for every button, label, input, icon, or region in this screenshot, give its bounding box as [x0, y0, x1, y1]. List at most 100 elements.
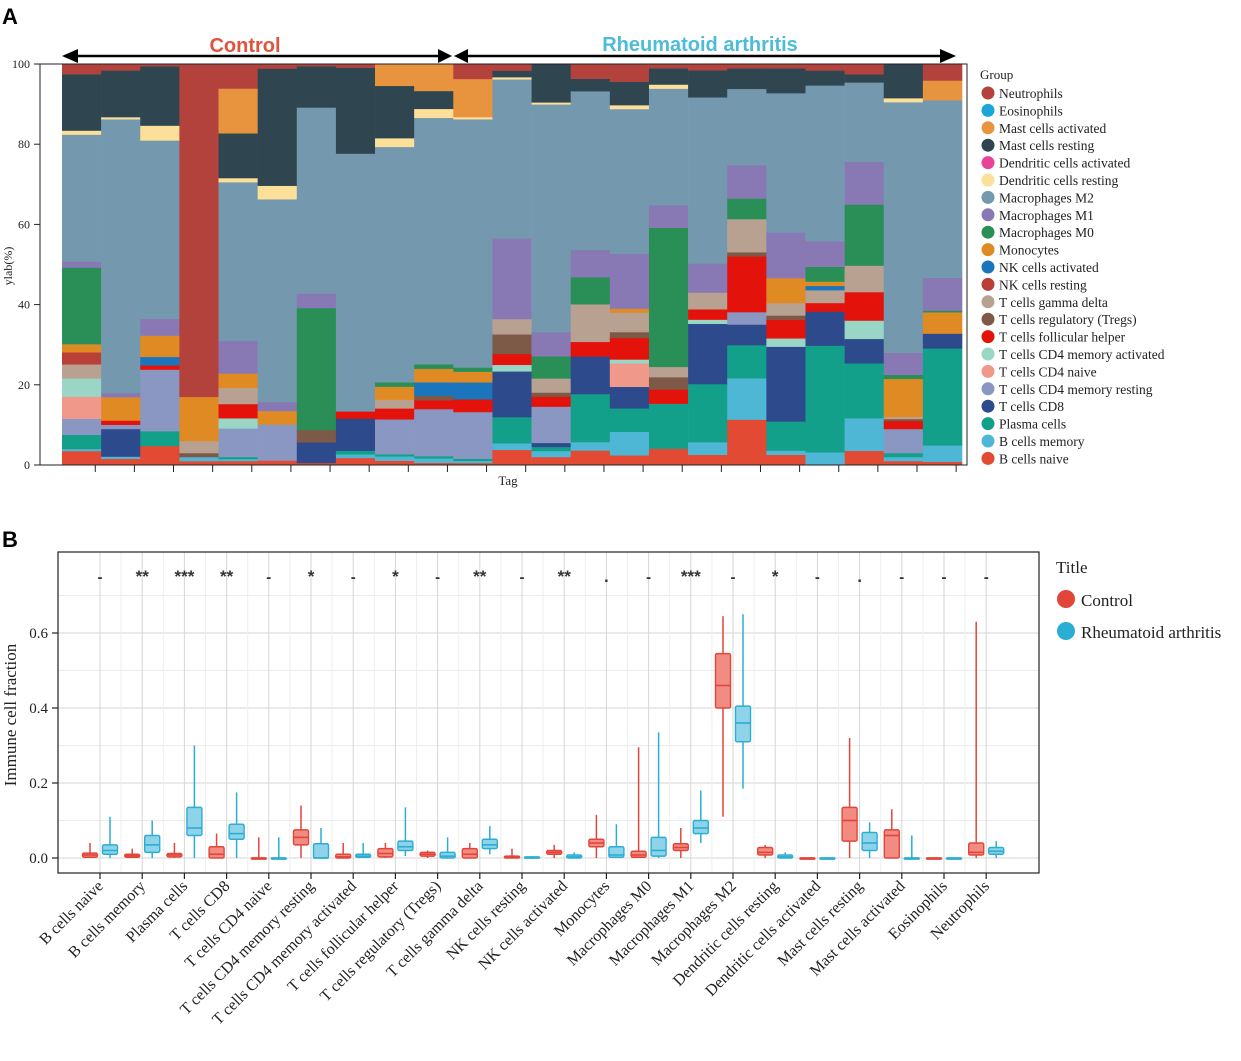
bar-segment	[922, 445, 963, 463]
bar-segment	[140, 64, 180, 67]
bar-segment	[766, 315, 806, 320]
box	[692, 819, 709, 835]
bar-segment	[62, 378, 102, 397]
significance-marker: -	[942, 569, 947, 586]
stacked-bar-3	[140, 64, 180, 466]
bar-segment	[883, 374, 924, 380]
bar-segment	[453, 382, 493, 400]
panel-b-y-axis: 0.0 0.2 0.4 0.6	[29, 626, 58, 867]
bar-segment	[257, 424, 298, 461]
bar-segment	[766, 278, 806, 304]
y-tick-label: 0	[24, 458, 30, 472]
bar-segment	[531, 392, 571, 397]
legend-swatch	[981, 434, 995, 448]
bar-segment	[805, 85, 845, 242]
boxplot-control	[630, 747, 647, 858]
bar-segment	[844, 291, 885, 321]
bar-segment	[414, 368, 454, 383]
bar-segment	[688, 97, 728, 264]
panel-a-plot-frame	[39, 63, 968, 466]
legend-entry: T cells CD4 memory resting	[999, 382, 1153, 397]
panel-b-plot-frame	[57, 551, 1040, 874]
bar-segment	[766, 319, 806, 339]
legend-swatch	[981, 138, 995, 152]
bar-segment	[688, 323, 728, 385]
boxplot-ra	[481, 826, 498, 855]
bar-segment	[570, 341, 611, 357]
ra-arrow-left-head	[454, 49, 468, 63]
bar-segment	[844, 265, 885, 293]
legend-swatch	[1057, 622, 1075, 640]
ra-arrow-right-head	[940, 49, 956, 63]
bar-segment	[609, 81, 650, 106]
bar-segment	[727, 324, 767, 346]
bar-segment	[609, 105, 650, 110]
box	[228, 823, 245, 840]
bar-segment	[296, 293, 337, 309]
bar-segment	[688, 309, 728, 320]
stacked-bar-17	[688, 64, 728, 466]
bar-segment	[883, 452, 924, 458]
bar-segment	[922, 312, 963, 334]
bar-segment	[648, 84, 689, 89]
bar-segment	[179, 64, 219, 398]
bar-segment	[492, 77, 532, 80]
bar-segment	[257, 410, 298, 425]
bar-segment	[609, 331, 650, 339]
bar-segment	[531, 446, 571, 452]
significance-marker: .	[857, 567, 862, 586]
bar-segment	[727, 68, 767, 90]
bar-segment	[648, 205, 689, 228]
stacked-bar-22	[883, 64, 924, 466]
legend-entry: Macrophages M0	[999, 225, 1094, 240]
bar-segment	[492, 443, 532, 451]
bar-segment	[844, 418, 885, 452]
bar-segment	[453, 64, 493, 80]
legend-entry: Eosinophils	[999, 103, 1063, 118]
bar-segment	[257, 401, 298, 412]
boxplot-control	[546, 844, 563, 858]
bar-segment	[375, 399, 415, 409]
bar-segment	[218, 458, 258, 462]
bar-segment	[922, 348, 963, 446]
bar-segment	[844, 74, 885, 83]
stacked-bar-21	[844, 64, 885, 466]
significance-marker: *	[308, 567, 315, 586]
bar-segment	[688, 383, 728, 443]
bar-segment	[883, 64, 924, 99]
boxplot-ra	[608, 824, 625, 858]
legend-entry: B cells naive	[999, 451, 1069, 466]
bar-segment	[766, 421, 806, 451]
boxplot-control	[588, 814, 605, 858]
boxplot-control	[925, 857, 943, 860]
boxplot-control	[799, 857, 816, 860]
bar-segment	[62, 261, 102, 268]
stacked-bar-6	[257, 64, 298, 466]
bar-segment	[179, 452, 219, 458]
bar-segment	[62, 64, 102, 75]
legend-entry: Control	[1081, 591, 1133, 610]
bar-segment	[62, 364, 102, 379]
bar-segment	[414, 382, 454, 396]
stacked-bar-18	[727, 64, 767, 466]
bar-segment	[844, 204, 885, 266]
bar-segment	[101, 424, 141, 430]
legend-entry: T cells CD8	[999, 399, 1064, 414]
bar-segment	[727, 198, 767, 220]
bar-segment	[883, 418, 924, 422]
bar-segment	[688, 64, 728, 71]
bar-segment	[648, 448, 689, 466]
bar-segment	[688, 454, 728, 466]
stacked-bar-20	[805, 64, 845, 466]
bar-segment	[688, 263, 728, 293]
bar-segment	[570, 442, 611, 451]
bar-segment	[609, 312, 650, 333]
bar-segment	[453, 117, 493, 120]
bar-segment	[844, 161, 885, 205]
bar-segment	[453, 119, 493, 368]
bar-segment	[179, 440, 219, 454]
significance-marker: -	[984, 569, 989, 586]
legend-entry: Macrophages M1	[999, 208, 1094, 223]
bar-segment	[140, 335, 180, 358]
